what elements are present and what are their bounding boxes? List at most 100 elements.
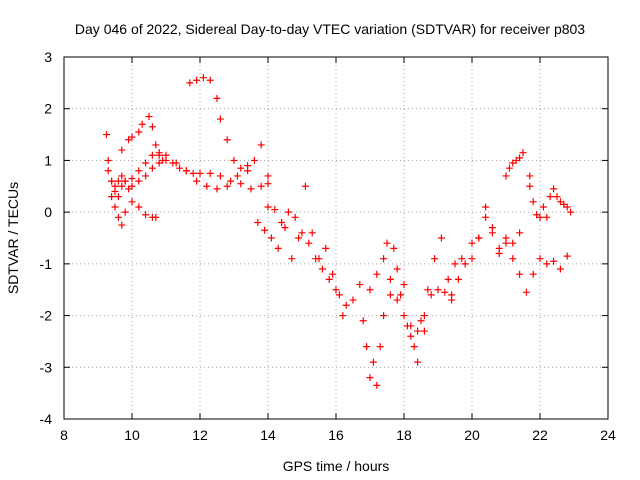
data-point <box>128 198 136 206</box>
data-point <box>233 172 241 180</box>
data-point <box>383 239 391 247</box>
data-point <box>522 288 530 296</box>
data-point <box>550 257 558 265</box>
data-point <box>526 172 534 180</box>
data-point <box>502 234 510 242</box>
data-point <box>458 255 466 263</box>
data-point <box>295 234 303 242</box>
x-tick-label: 16 <box>328 427 344 443</box>
data-point <box>257 141 265 149</box>
data-point <box>441 288 449 296</box>
data-point <box>322 244 330 252</box>
data-point <box>339 312 347 320</box>
data-point <box>553 193 561 201</box>
data-point <box>162 151 170 159</box>
data-point <box>261 226 269 234</box>
y-tick-label: 2 <box>44 101 52 117</box>
data-point <box>563 203 571 211</box>
data-point <box>213 94 221 102</box>
grid <box>64 57 608 419</box>
data-point <box>417 317 425 325</box>
data-point <box>301 182 309 190</box>
data-point <box>482 213 490 221</box>
data-point <box>264 172 272 180</box>
data-point <box>118 221 126 229</box>
x-axis-label: GPS time / hours <box>283 458 390 474</box>
data-point <box>257 182 265 190</box>
chart-title: Day 046 of 2022, Sidereal Day-to-day VTE… <box>75 21 585 37</box>
data-point <box>366 374 374 382</box>
data-point <box>519 149 527 157</box>
data-point <box>104 167 112 175</box>
data-point <box>223 136 231 144</box>
x-tick-label: 24 <box>600 427 616 443</box>
data-point <box>189 169 197 177</box>
data-point <box>393 296 401 304</box>
data-point <box>329 270 337 278</box>
data-point <box>152 141 160 149</box>
series-track-f <box>254 182 364 309</box>
data-point <box>407 332 415 340</box>
series-track-g <box>264 203 347 320</box>
data-point <box>223 182 231 190</box>
data-point <box>142 159 150 167</box>
data-point <box>380 255 388 263</box>
data-point <box>516 270 524 278</box>
data-point <box>363 343 371 351</box>
data-point <box>516 154 524 162</box>
data-point <box>281 224 289 232</box>
series-track-e <box>186 74 272 180</box>
data-point <box>516 229 524 237</box>
data-point <box>380 312 388 320</box>
data-point <box>550 185 558 193</box>
data-point <box>318 265 326 273</box>
data-point <box>332 286 340 294</box>
data-point <box>103 131 110 139</box>
data-point <box>400 312 408 320</box>
data-point <box>410 343 418 351</box>
data-point <box>444 275 452 283</box>
y-tick-label: -3 <box>40 359 53 375</box>
data-point <box>393 265 401 273</box>
data-point <box>186 79 194 87</box>
data-point <box>254 218 262 226</box>
data-point <box>502 172 510 180</box>
data-point <box>135 203 143 211</box>
data-point <box>312 255 320 263</box>
data-point <box>403 322 411 330</box>
x-tick-label: 8 <box>60 427 68 443</box>
x-tick-label: 22 <box>532 427 548 443</box>
series-track-c <box>118 112 167 164</box>
data-point <box>536 255 544 263</box>
data-point <box>193 177 201 185</box>
data-point <box>196 169 204 177</box>
y-tick-label: 1 <box>44 152 52 168</box>
data-point <box>448 296 456 304</box>
data-point <box>468 255 476 263</box>
data-point <box>142 172 150 180</box>
data-point <box>468 239 476 247</box>
data-point <box>475 234 483 242</box>
data-point <box>437 234 445 242</box>
series-track-h <box>359 265 428 389</box>
data-point <box>526 182 534 190</box>
data-point <box>420 312 428 320</box>
data-point <box>182 167 190 175</box>
data-point <box>563 252 571 260</box>
data-point <box>509 255 517 263</box>
data-point <box>567 208 575 216</box>
x-tick-label: 18 <box>396 427 412 443</box>
data-point <box>482 203 490 211</box>
y-tick-label: -1 <box>40 256 53 272</box>
data-point <box>128 175 136 183</box>
data-point <box>193 76 201 84</box>
series-track-m <box>502 149 534 180</box>
data-point <box>267 234 275 242</box>
data-point <box>148 123 156 131</box>
data-point <box>509 239 517 247</box>
x-tick-label: 14 <box>260 427 276 443</box>
data-point <box>111 187 119 195</box>
axis-ticks <box>63 56 609 420</box>
data-point <box>159 156 167 164</box>
